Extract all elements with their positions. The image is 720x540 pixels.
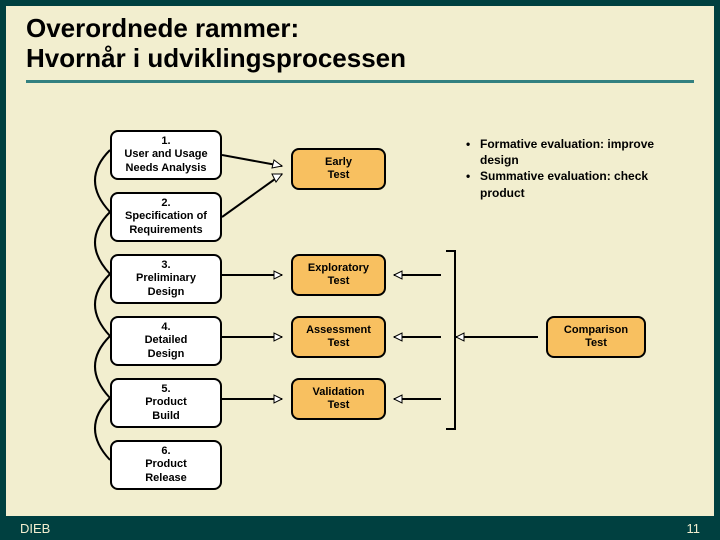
process-box-5: 5.ProductBuild xyxy=(110,378,222,428)
arrows-process-to-test xyxy=(222,130,292,430)
process-num-1: 1. xyxy=(161,135,170,147)
evaluation-bullets: •Formative evaluation: improve design •S… xyxy=(466,136,696,201)
diagram-canvas: 1.User and UsageNeeds Analysis 2.Specifi… xyxy=(6,100,714,516)
slide-title-line2: Hvornår i udviklingsprocessen xyxy=(26,44,694,74)
test-box-validation: ValidationTest xyxy=(291,378,386,420)
title-underline xyxy=(26,80,694,83)
comparison-box: ComparisonTest xyxy=(546,316,646,358)
process-num-4: 4. xyxy=(161,321,170,333)
process-num-2: 2. xyxy=(161,197,170,209)
slide-title-line1: Overordnede rammer: xyxy=(26,14,694,44)
process-num-5: 5. xyxy=(161,383,170,395)
process-box-3: 3.PreliminaryDesign xyxy=(110,254,222,304)
footer-left: DIEB xyxy=(20,521,50,536)
bullet-1: Formative evaluation: improve design xyxy=(480,136,696,168)
test-box-early: EarlyTest xyxy=(291,148,386,190)
bullet-dot-icon: • xyxy=(466,136,480,168)
process-num-6: 6. xyxy=(161,445,170,457)
footer: DIEB 11 xyxy=(6,516,714,540)
process-num-3: 3. xyxy=(161,259,170,271)
loop-arcs xyxy=(76,130,116,490)
process-box-6: 6.ProductRelease xyxy=(110,440,222,490)
process-box-2: 2.Specification ofRequirements xyxy=(110,192,222,242)
footer-right: 11 xyxy=(687,521,701,536)
test-box-exploratory: ExploratoryTest xyxy=(291,254,386,296)
process-box-4: 4.DetailedDesign xyxy=(110,316,222,366)
bracket xyxy=(446,250,456,430)
bullet-dot-icon: • xyxy=(466,168,480,200)
slide: Overordnede rammer: Hvornår i udviklings… xyxy=(6,6,714,516)
arrow-bracket-to-comparison xyxy=(456,316,548,358)
title-area: Overordnede rammer: Hvornår i udviklings… xyxy=(6,6,714,76)
bullet-2: Summative evaluation: check product xyxy=(480,168,696,200)
test-box-assessment: AssessmentTest xyxy=(291,316,386,358)
process-box-1: 1.User and UsageNeeds Analysis xyxy=(110,130,222,180)
